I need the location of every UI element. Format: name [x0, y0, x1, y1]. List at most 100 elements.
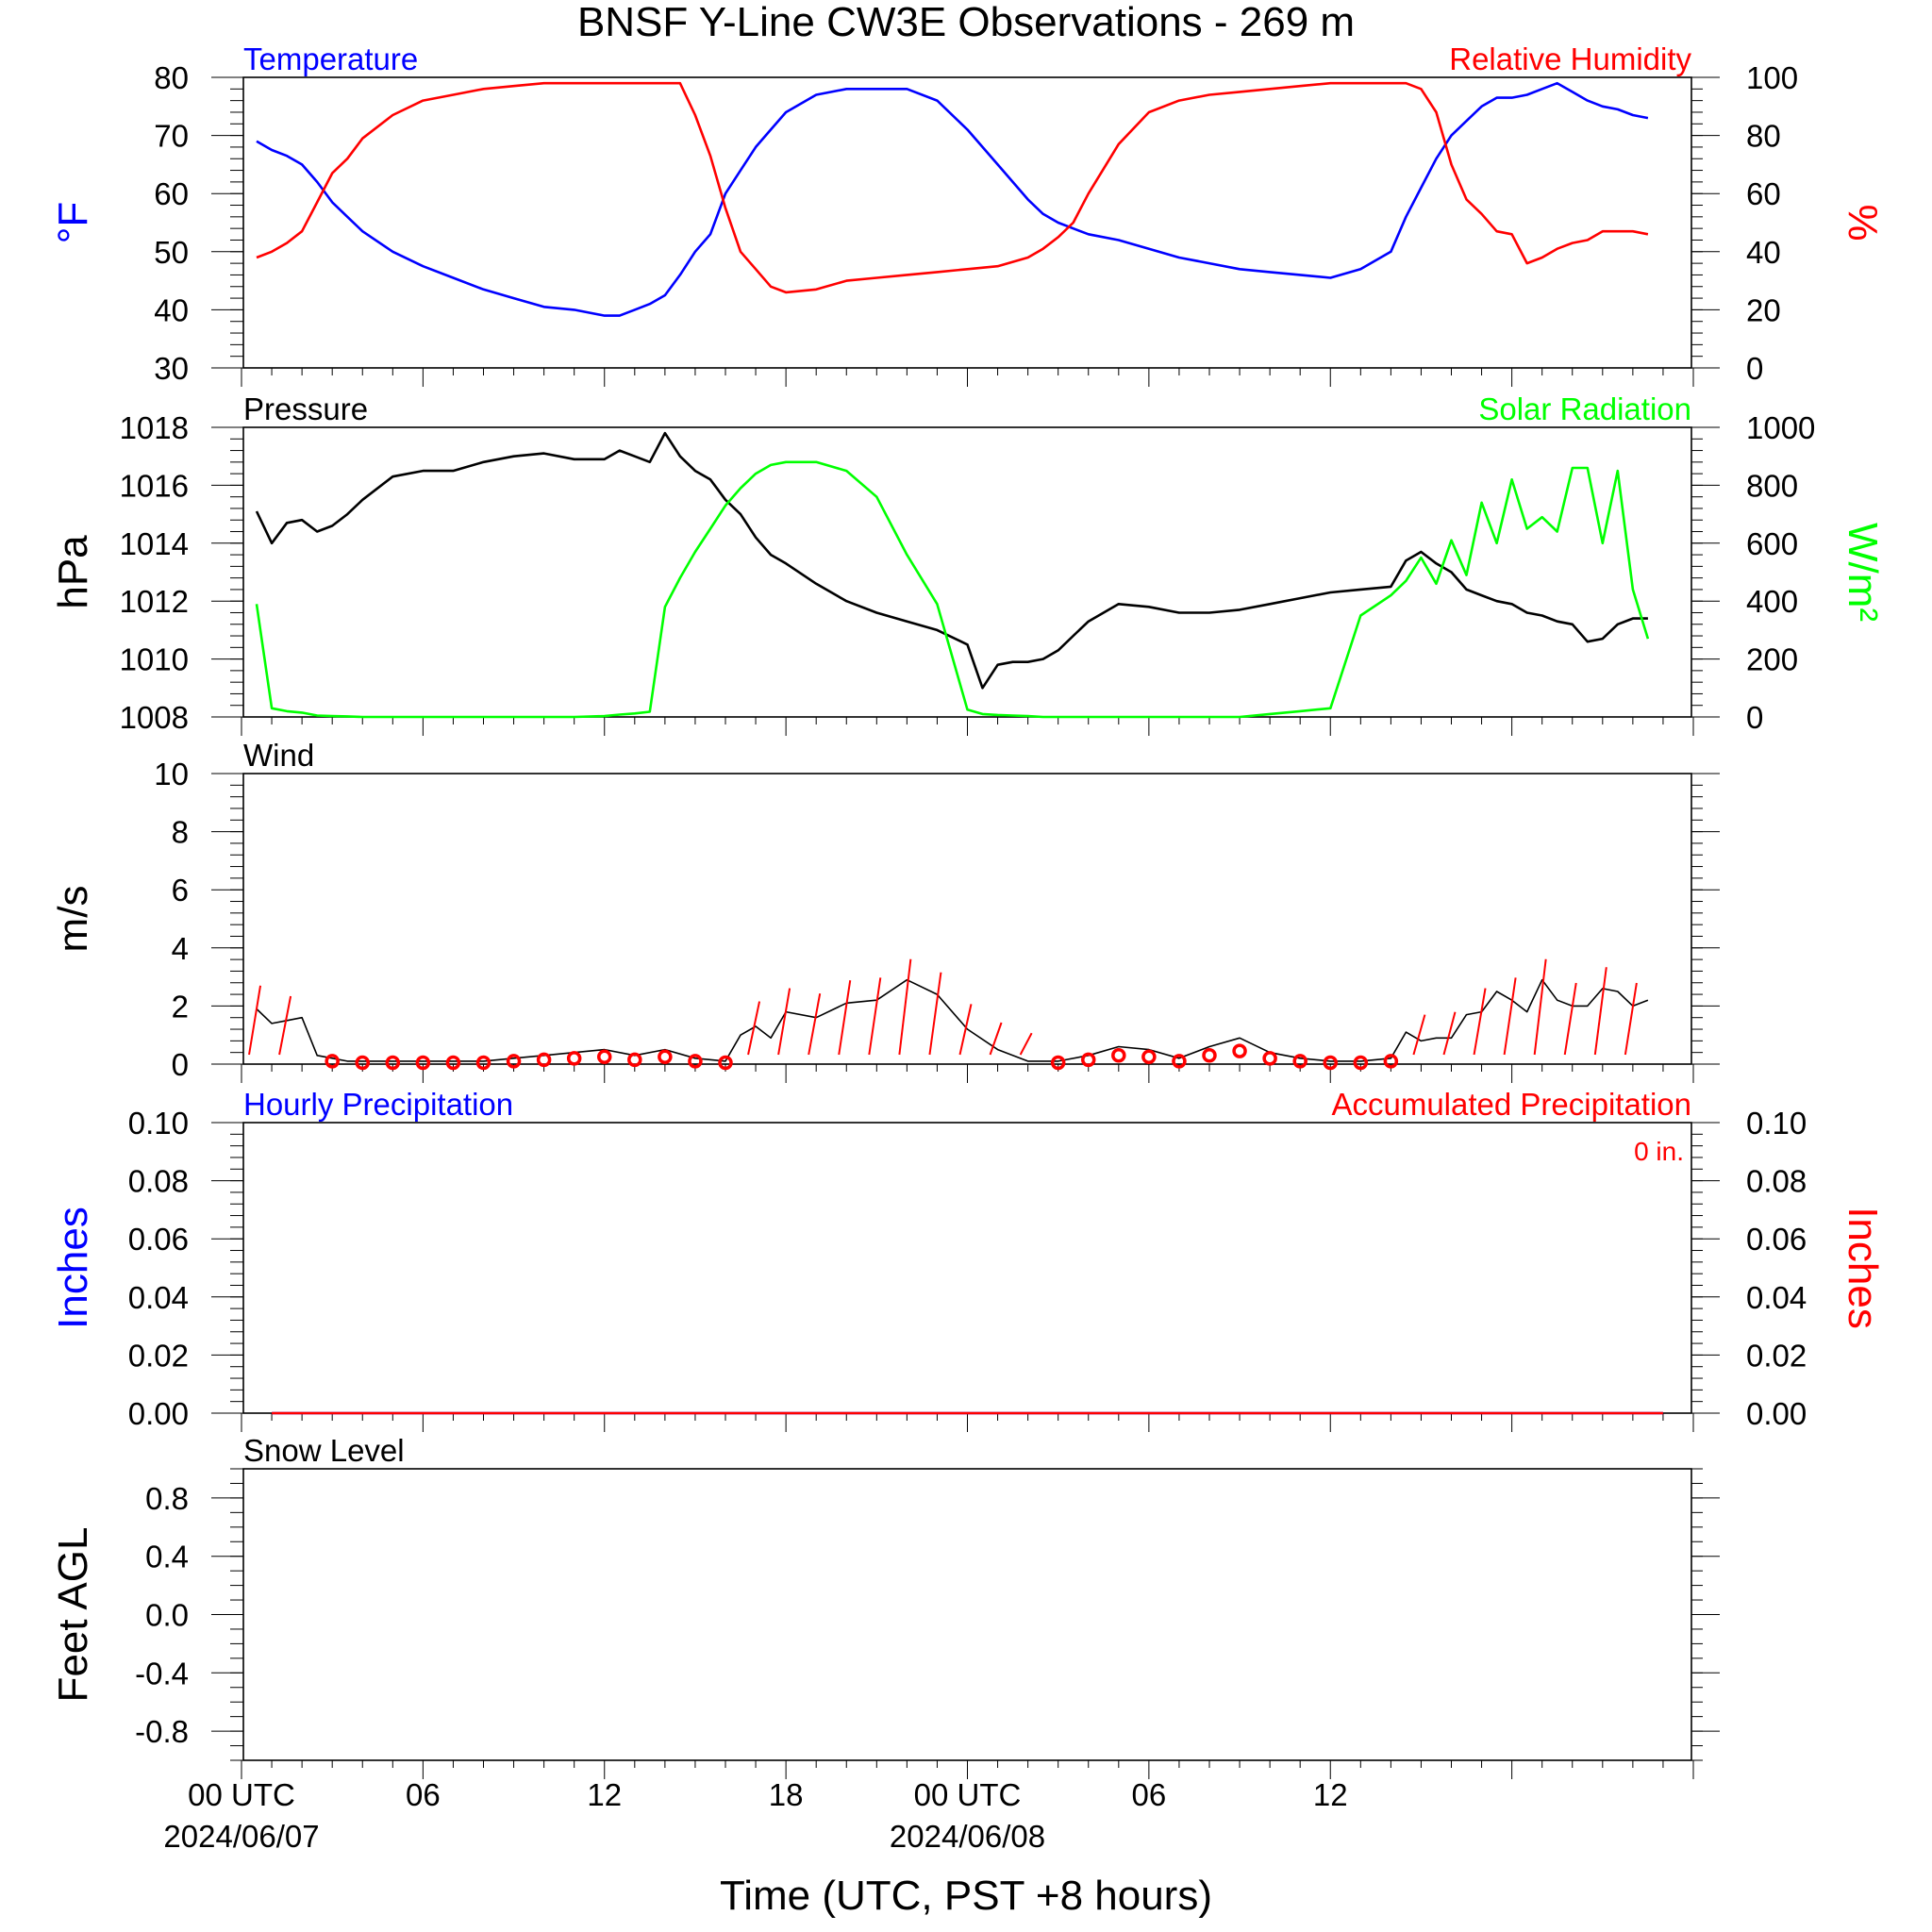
- calm-wind-marker: [718, 1055, 733, 1071]
- y-left-tick-label: 1012: [120, 584, 189, 619]
- accumulated-total: 0 in.: [1634, 1137, 1684, 1166]
- wind-barb: [1442, 1011, 1457, 1056]
- plot-frame: [242, 1122, 1692, 1414]
- calm-wind-marker: [445, 1055, 461, 1071]
- wind-barb: [1473, 988, 1487, 1056]
- y-left-tick-label: 1008: [120, 700, 189, 735]
- panel-left-label: Snow Level: [243, 1433, 405, 1468]
- y-left-axis-title: Inches: [50, 1207, 96, 1329]
- calm-wind-marker: [1353, 1055, 1369, 1071]
- y-left-tick-label: 70: [154, 119, 189, 154]
- y-right-tick-label: 0.02: [1746, 1338, 1807, 1373]
- wind-barb: [1593, 967, 1607, 1056]
- y-left-tick-label: 6: [172, 873, 189, 908]
- y-right-tick-label: 40: [1746, 235, 1781, 270]
- panel-snow_level: 0.8 0.4 0.0 -0.4 -0.8 Snow Level Feet AGL: [50, 1433, 1720, 1779]
- calm-wind-marker: [1081, 1052, 1096, 1068]
- y-right-tick-label: 60: [1746, 176, 1781, 211]
- y-right-tick-label: 80: [1746, 119, 1781, 154]
- x-tick-label: 06: [406, 1777, 441, 1812]
- y-left-tick-label: 0.00: [128, 1396, 189, 1431]
- wind-barb: [898, 958, 912, 1056]
- plot-frame: [242, 426, 1692, 718]
- calm-wind-marker: [1050, 1055, 1066, 1071]
- plot-frame: [242, 76, 1692, 369]
- wind-barb: [868, 977, 882, 1056]
- panel-right-label: Relative Humidity: [1449, 42, 1691, 76]
- panel-wind: 10 8 6 4 2 0 Wind m/s: [50, 738, 1720, 1083]
- y-right-axis-title: Inches: [1840, 1207, 1886, 1329]
- y-right-tick-label: 1000: [1746, 410, 1815, 445]
- calm-wind-marker: [688, 1054, 703, 1069]
- series-line-wind: [256, 978, 1649, 1062]
- panel-left-label: Temperature: [243, 42, 418, 76]
- y-right-tick-label: 0: [1746, 700, 1763, 735]
- wind-barb: [248, 985, 262, 1056]
- y-left-tick-label: 8: [172, 815, 189, 850]
- y-left-tick-label: 1014: [120, 526, 189, 561]
- y-right-tick-label: 0.06: [1746, 1222, 1807, 1257]
- y-left-tick-label: 0: [172, 1047, 189, 1082]
- y-left-tick-label: -0.8: [135, 1714, 189, 1749]
- series-line-pressure: [255, 431, 1648, 690]
- wind-barb: [1019, 1032, 1033, 1056]
- y-left-tick-label: 80: [154, 60, 189, 95]
- wind-barb: [838, 980, 852, 1056]
- calm-wind-marker: [597, 1049, 612, 1065]
- y-left-axis-title: hPa: [50, 535, 96, 609]
- calm-wind-marker: [627, 1052, 642, 1068]
- calm-wind-marker: [1323, 1055, 1338, 1071]
- y-right-tick-label: 200: [1746, 642, 1798, 677]
- y-left-tick-label: 50: [154, 235, 189, 270]
- calm-wind-marker: [325, 1054, 340, 1069]
- wind-barb: [747, 1001, 761, 1056]
- calm-wind-marker: [1111, 1048, 1126, 1063]
- calm-wind-marker: [1202, 1048, 1217, 1063]
- y-left-tick-label: 0.04: [128, 1280, 189, 1315]
- calm-wind-marker: [355, 1055, 370, 1071]
- panel-right-label: Accumulated Precipitation: [1331, 1087, 1691, 1122]
- wind-barb: [989, 1022, 1003, 1056]
- y-left-axis-title: °F: [50, 202, 96, 243]
- x-date-label: 2024/06/08: [890, 1819, 1045, 1854]
- y-left-tick-label: 1010: [120, 642, 189, 677]
- y-left-tick-label: 0.8: [145, 1481, 189, 1516]
- y-left-tick-label: 1018: [120, 410, 189, 445]
- y-right-tick-label: 100: [1746, 60, 1798, 95]
- panel-pressure_solar: 1018 1016 1014 1012 1010 1008 1000 800 600 400 200…: [50, 391, 1886, 736]
- calm-wind-marker: [536, 1052, 552, 1068]
- x-tick-label: 12: [587, 1777, 622, 1812]
- y-left-tick-label: 4: [172, 931, 189, 966]
- y-right-tick-label: 800: [1746, 468, 1798, 503]
- calm-wind-marker: [506, 1054, 522, 1069]
- panel-left-label: Wind: [243, 738, 314, 773]
- y-left-tick-label: 1016: [120, 468, 189, 503]
- panel-precipitation: 0.10 0.08 0.06 0.04 0.02 0.00 0.10 0.08 0.06 0.04…: [50, 1087, 1886, 1432]
- calm-wind-marker: [1172, 1054, 1187, 1069]
- plot-frame: [242, 1468, 1692, 1761]
- y-left-tick-label: -0.4: [135, 1656, 189, 1690]
- calm-wind-marker: [1383, 1054, 1399, 1069]
- panel-temperature_humidity: 80 70 60 50 40 30 100 80 60 40 20 0 Temperature Relat…: [50, 42, 1886, 387]
- y-right-tick-label: 400: [1746, 584, 1798, 619]
- y-left-axis-title: Feet AGL: [50, 1527, 96, 1703]
- calm-wind-marker: [566, 1051, 582, 1066]
- panel-right-label: Solar Radiation: [1478, 391, 1691, 426]
- chart-title: BNSF Y-Line CW3E Observations - 269 m: [577, 0, 1355, 45]
- x-date-label: 2024/06/07: [163, 1819, 319, 1854]
- calm-wind-marker: [1262, 1051, 1277, 1066]
- y-left-tick-label: 10: [154, 757, 189, 791]
- panel-left-label: Pressure: [243, 391, 368, 426]
- y-left-tick-label: 0.08: [128, 1164, 189, 1199]
- calm-wind-marker: [1292, 1054, 1307, 1069]
- y-right-tick-label: 20: [1746, 292, 1781, 327]
- x-tick-label: 18: [769, 1777, 804, 1812]
- wind-barb: [777, 988, 791, 1056]
- calm-wind-marker: [1141, 1049, 1157, 1065]
- calm-wind-marker: [475, 1055, 491, 1071]
- x-tick-label: 06: [1132, 1777, 1167, 1812]
- y-right-tick-label: 0.10: [1746, 1106, 1807, 1141]
- x-axis-title: Time (UTC, PST +8 hours): [720, 1873, 1212, 1919]
